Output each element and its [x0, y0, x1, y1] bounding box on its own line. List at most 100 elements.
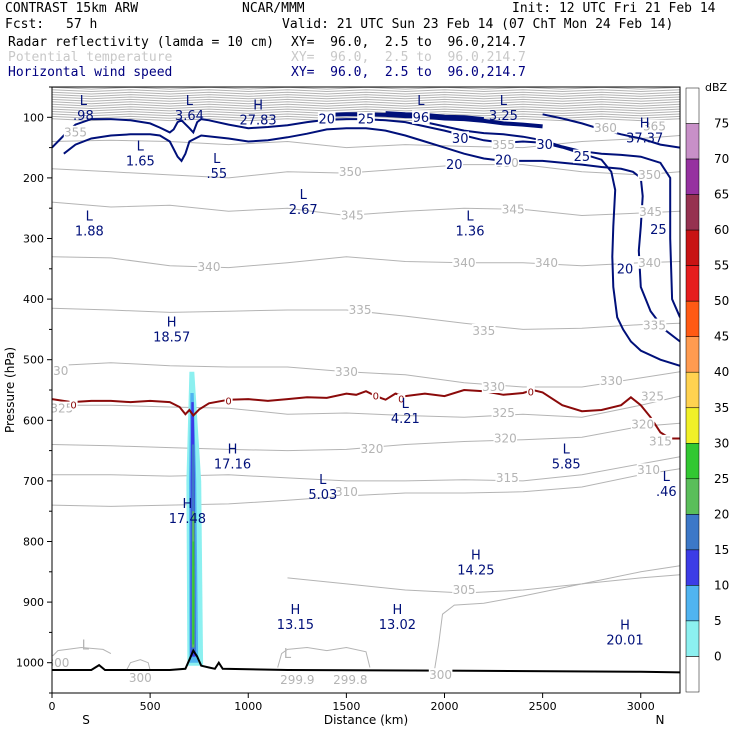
- theta-contour-line: [52, 110, 680, 114]
- contour-label-mask: [642, 119, 667, 133]
- y-tick-label: 800: [23, 536, 44, 549]
- freezing-level-line: [52, 388, 680, 440]
- plot-frame: [51, 86, 681, 694]
- theta-contours-layer: [52, 135, 680, 671]
- theta-contour-line: [52, 87, 680, 90]
- theta-contour-label: 360: [594, 121, 617, 135]
- field-theta-name: Potential temperature: [8, 50, 173, 65]
- terrain-line: [52, 648, 680, 674]
- colorbar-level-label: 25: [714, 472, 729, 486]
- extremum-marker: L: [80, 94, 88, 109]
- colorbar-level-label: 20: [714, 507, 729, 521]
- theta-contour-label: 300: [46, 656, 69, 670]
- extremum-marker: H: [471, 549, 481, 564]
- contour-label-mask: [224, 395, 233, 406]
- wind-contour-label: 30: [536, 138, 553, 153]
- extremum-value: 3.25: [489, 109, 518, 124]
- contour-label-mask: [648, 434, 673, 448]
- contour-label-mask: [360, 442, 384, 455]
- contour-label-mask: [128, 671, 153, 684]
- wind-contour-label: 20: [319, 113, 336, 128]
- extremum-value: 37.37: [626, 132, 663, 147]
- theta-contour-line: [52, 164, 680, 179]
- contour-label-mask: [493, 431, 518, 445]
- theta-contour-label: 325: [492, 406, 515, 420]
- contour-label-mask: [52, 364, 69, 377]
- contour-label-mask: [636, 463, 661, 476]
- theta-contour-line: [52, 98, 680, 102]
- extremum-value: 2.67: [289, 203, 318, 218]
- wind-contour-label: 20: [446, 158, 463, 173]
- theta-contour-label: 340: [535, 256, 558, 270]
- colorbar-level-label: 65: [714, 188, 729, 202]
- theta-contour-label: 355: [492, 138, 515, 152]
- axes-layer: 0 500 1000 1500 2000 2500 30001002003004005006…: [16, 86, 655, 713]
- theta-contour-line: [52, 456, 680, 482]
- field-theta-xy: XY= 96.0, 2.5 to 96.0,214.7: [291, 50, 526, 65]
- colorbar-swatch: [685, 158, 700, 195]
- extremum-value: 5.85: [552, 458, 581, 473]
- colorbar-swatch: [685, 87, 700, 124]
- theta-contour-label: 310: [335, 485, 358, 499]
- theta-contour-label: 300: [129, 671, 152, 685]
- contour-label-mask: [317, 112, 336, 126]
- contour-label-mask: [331, 673, 370, 686]
- extremum-marker: L: [563, 443, 571, 458]
- colorbar-swatch: [685, 229, 700, 266]
- colorbar-level-label: 30: [714, 436, 729, 450]
- wind-contour-label: 20: [617, 262, 634, 277]
- theta-contour-line: [52, 94, 680, 97]
- extremum-marker: L: [137, 140, 145, 155]
- contour-label-mask: [638, 205, 663, 218]
- contour-label-mask: [534, 256, 559, 269]
- theta-contour-line: [277, 646, 371, 668]
- contour-label-mask: [526, 386, 535, 397]
- extremum-value: 1.65: [126, 155, 155, 170]
- theta-contour-label: 365: [643, 120, 666, 134]
- colorbar-swatch: [685, 371, 700, 408]
- theta-contour-line: [52, 468, 680, 507]
- contour-label-mask: [197, 260, 221, 273]
- contour-label-mask: [642, 318, 667, 332]
- colorbar-level-label: 5: [714, 614, 722, 628]
- endpoint-south: S: [82, 713, 90, 727]
- theta-contour-label: 325: [641, 389, 664, 403]
- x-tick-label: 1500: [332, 700, 360, 713]
- theta-contour-label: 345: [639, 205, 662, 219]
- theta-contour-label: 345: [502, 203, 525, 217]
- theta-contour-line: [52, 89, 680, 93]
- field-reflectivity-name: Radar reflectivity (lamda = 10 cm): [8, 35, 275, 50]
- theta-contour-label: 299.9: [280, 673, 314, 687]
- reflectivity-fill: [192, 541, 195, 645]
- contour-label-mask: [452, 256, 476, 269]
- contour-label-mask: [495, 471, 520, 484]
- y-tick-label: 300: [23, 233, 44, 246]
- extremum-marker: H: [620, 618, 630, 633]
- extremum-value: 20.01: [606, 633, 643, 648]
- theta-contour-label: 320: [631, 418, 654, 432]
- field-wind-xy: XY= 96.0, 2.5 to 96.0,214.7: [291, 65, 526, 80]
- theta-contour-label: 350: [339, 165, 362, 179]
- y-tick-label: 200: [23, 172, 44, 185]
- contour-label-mask: [599, 374, 624, 387]
- theta-contour-line: [126, 659, 151, 671]
- extremum-marker: L: [500, 94, 508, 109]
- y-tick-label: 700: [23, 475, 44, 488]
- extremum-marker: L: [82, 638, 90, 653]
- x-tick-label: 2000: [431, 700, 459, 713]
- extremum-marker: L: [319, 473, 327, 488]
- theta-contour-line: [52, 646, 112, 657]
- wind-contour-label: 25: [574, 150, 591, 165]
- stratosphere-theta-band: [52, 87, 680, 122]
- extremum-marker: H: [253, 98, 263, 113]
- wind-contour-label: 20: [495, 153, 512, 168]
- extremum-marker: L: [466, 209, 474, 224]
- contour-label-mask: [412, 110, 430, 124]
- colorbar-swatch: [685, 194, 700, 231]
- theta-contour-line: [52, 103, 680, 107]
- theta-contour-label: 340: [198, 260, 221, 274]
- theta-contour-label: 335: [349, 303, 372, 317]
- theta-contour-label: 335: [472, 324, 495, 338]
- theta-contour-line: [52, 101, 680, 105]
- contour-label-mask: [649, 222, 668, 236]
